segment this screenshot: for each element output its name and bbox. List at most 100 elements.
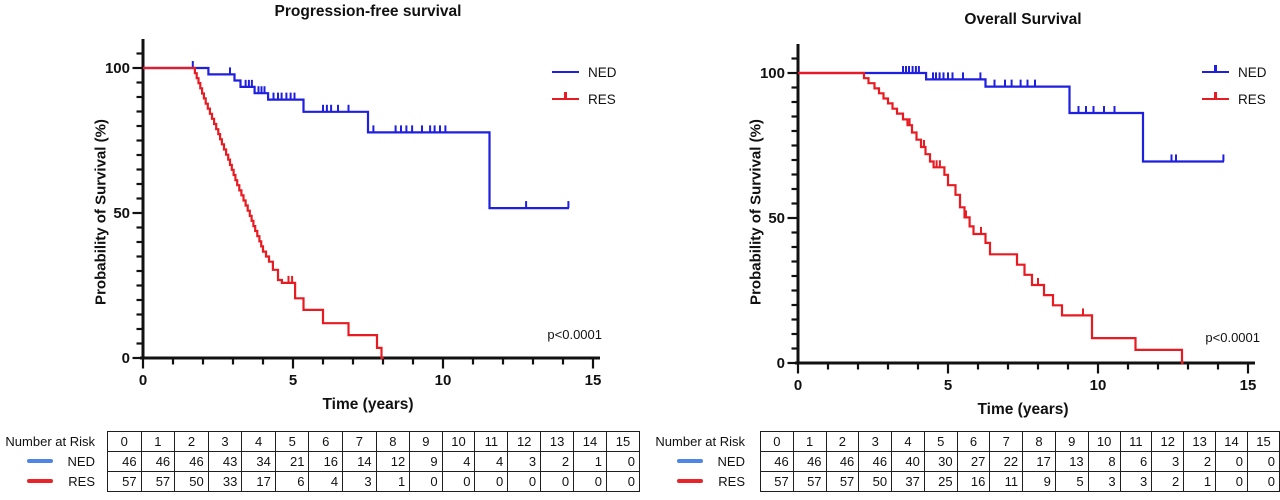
risk-value-cell: 6: [274, 471, 310, 492]
risk-value-cell: 37: [891, 471, 925, 492]
risk-value-cell: 6: [1119, 451, 1153, 472]
risk-row-NED: 46 46 46 43 34 21 16 14 12 9 4 4 3 2 1 0: [107, 451, 641, 472]
risk-value-cell: 46: [858, 451, 893, 472]
risk-time-cell: 2: [174, 431, 209, 452]
legend-line-icon: [552, 70, 579, 74]
risk-time-cell: 7: [989, 431, 1024, 452]
censor-ticks-RES: [908, 118, 1084, 316]
risk-value-cell: 0: [409, 471, 443, 492]
km-svg-0: 0 50 100 0 5 10 15: [105, 39, 602, 389]
risk-value-cell: 16: [308, 451, 344, 472]
risk-label-text: NED: [717, 453, 745, 469]
risk-value-cell: 4: [308, 471, 344, 492]
risk-value-cell: 57: [140, 471, 176, 492]
legend-line-icon: [1202, 92, 1229, 101]
risk-value-cell: 9: [1022, 471, 1056, 492]
risk-value-cell: 9: [409, 451, 443, 472]
risk-time-cell: 8: [375, 431, 411, 452]
risk-row-RES: 57 57 50 33 17 6 4 3 1 0 0 0 0 0 0 0: [107, 471, 641, 492]
risk-value-cell: 40: [891, 451, 925, 472]
risk-time-row: 0 1 2 3 4 5 6 7 8 9 10 11 12 13 14 15: [107, 431, 641, 452]
risk-label-text: RES: [718, 473, 745, 489]
risk-value-cell: 1: [1183, 471, 1217, 492]
legend-item-res: RES: [552, 91, 617, 107]
risk-table-title-text: Number at Risk: [655, 433, 745, 449]
risk-value-cell: 8: [1087, 451, 1121, 472]
legend: NED RES: [552, 64, 617, 118]
risk-value-cell: 50: [858, 471, 893, 492]
legend-label: RES: [1238, 91, 1266, 107]
risk-time-cell: 6: [308, 431, 344, 452]
legend-item-res: RES: [1202, 91, 1267, 107]
chart-0: 0 50 100 0 5 10 15 Progression-free survival P…: [0, 3, 641, 492]
risk-value-cell: 25: [923, 471, 958, 492]
risk-time-cell: 14: [573, 431, 607, 452]
ned-swatch-icon: [26, 459, 53, 463]
y-axis-label: Probability of Survival (%): [92, 119, 110, 305]
risk-time-cell: 10: [1087, 431, 1121, 452]
risk-value-cell: 46: [107, 451, 142, 472]
risk-value-cell: 0: [441, 471, 476, 492]
curve-NED: [143, 66, 569, 210]
risk-value-cell: 0: [573, 471, 607, 492]
p-value: p<0.0001: [1205, 330, 1260, 345]
risk-grid-0: 0 1 2 3 4 5 6 7 8 9 10 11 12 13 14 15 46 46 46 43 34 21 16 14 12…: [107, 431, 641, 492]
risk-time-cell: 7: [342, 431, 377, 452]
risk-value-cell: 57: [760, 471, 794, 492]
risk-table-title-text: Number at Risk: [5, 433, 95, 449]
risk-time-cell: 13: [1183, 431, 1217, 452]
risk-time-cell: 15: [605, 431, 641, 452]
risk-value-cell: 16: [956, 471, 991, 492]
chart-title: Overall Survival: [964, 11, 1082, 28]
risk-table: 0 1 2 3 4 5 6 7 8 9 10 11 12 13 14 15 46 46 46 43 34 21 16 14 12…: [107, 431, 641, 492]
x-tick-label: 10: [1090, 377, 1107, 394]
risk-row-RES: 57 57 57 50 37 25 16 11 9 5 3 3 2 1 0 0: [760, 471, 1280, 492]
x-tick-label: 5: [289, 372, 297, 389]
risk-value-cell: 14: [342, 451, 377, 472]
censor-ticks-NED: [902, 66, 1225, 162]
risk-value-cell: 4: [441, 451, 476, 472]
risk-value-cell: 0: [474, 471, 509, 492]
y-tick-label: 100: [760, 65, 785, 82]
ned-swatch-icon: [676, 459, 703, 463]
risk-time-row: 0 1 2 3 4 5 6 7 8 9 10 11 12 13 14 15: [760, 431, 1280, 452]
risk-value-cell: 0: [507, 471, 542, 492]
risk-value-cell: 0: [605, 471, 641, 492]
risk-table: 0 1 2 3 4 5 6 7 8 9 10 11 12 13 14 15 46 46 46 46 40 30 27 22 17…: [760, 431, 1280, 492]
risk-time-cell: 9: [1054, 431, 1089, 452]
risk-value-cell: 11: [989, 471, 1024, 492]
risk-time-cell: 14: [1215, 431, 1248, 452]
risk-value-cell: 17: [1022, 451, 1056, 472]
km-svg-1: 0 50 100 0 5 10 15: [760, 44, 1257, 394]
risk-value-cell: 30: [923, 451, 958, 472]
legend-censor-tick-icon: [1214, 65, 1217, 74]
risk-time-cell: 12: [1151, 431, 1185, 452]
risk-value-cell: 21: [274, 451, 310, 472]
risk-value-cell: 17: [241, 471, 276, 492]
risk-table-title: Number at Risk: [0, 431, 95, 451]
legend-label: NED: [1238, 64, 1267, 80]
y-tick-label: 0: [777, 355, 785, 372]
risk-value-cell: 0: [1246, 471, 1280, 492]
chart-1: 0 50 100 0 5 10 15 Overall Survival Probabilit…: [640, 0, 1280, 500]
y-tick-label: 100: [105, 60, 130, 77]
y-tick-label: 50: [768, 210, 785, 227]
risk-value-cell: 3: [1119, 471, 1153, 492]
risk-value-cell: 3: [1087, 471, 1121, 492]
risk-label-text: RES: [68, 473, 95, 489]
axes: [140, 39, 600, 360]
risk-time-cell: 11: [1119, 431, 1153, 452]
risk-value-cell: 57: [825, 471, 860, 492]
y-tick-label: 0: [122, 350, 130, 367]
risk-table-labels: Number at Risk NED RES: [655, 431, 745, 491]
risk-value-cell: 5: [1054, 471, 1089, 492]
risk-value-cell: 46: [792, 451, 827, 472]
risk-time-cell: 10: [441, 431, 476, 452]
y-axis-label: Probability of Survival (%): [747, 119, 765, 305]
legend-censor-tick-icon: [564, 92, 567, 101]
risk-row-label-ned: NED: [0, 451, 95, 471]
legend-item-ned: NED: [552, 64, 617, 80]
x-tick-label: 15: [1240, 377, 1257, 394]
risk-value-cell: 57: [792, 471, 827, 492]
x-tick-label: 15: [585, 372, 602, 389]
